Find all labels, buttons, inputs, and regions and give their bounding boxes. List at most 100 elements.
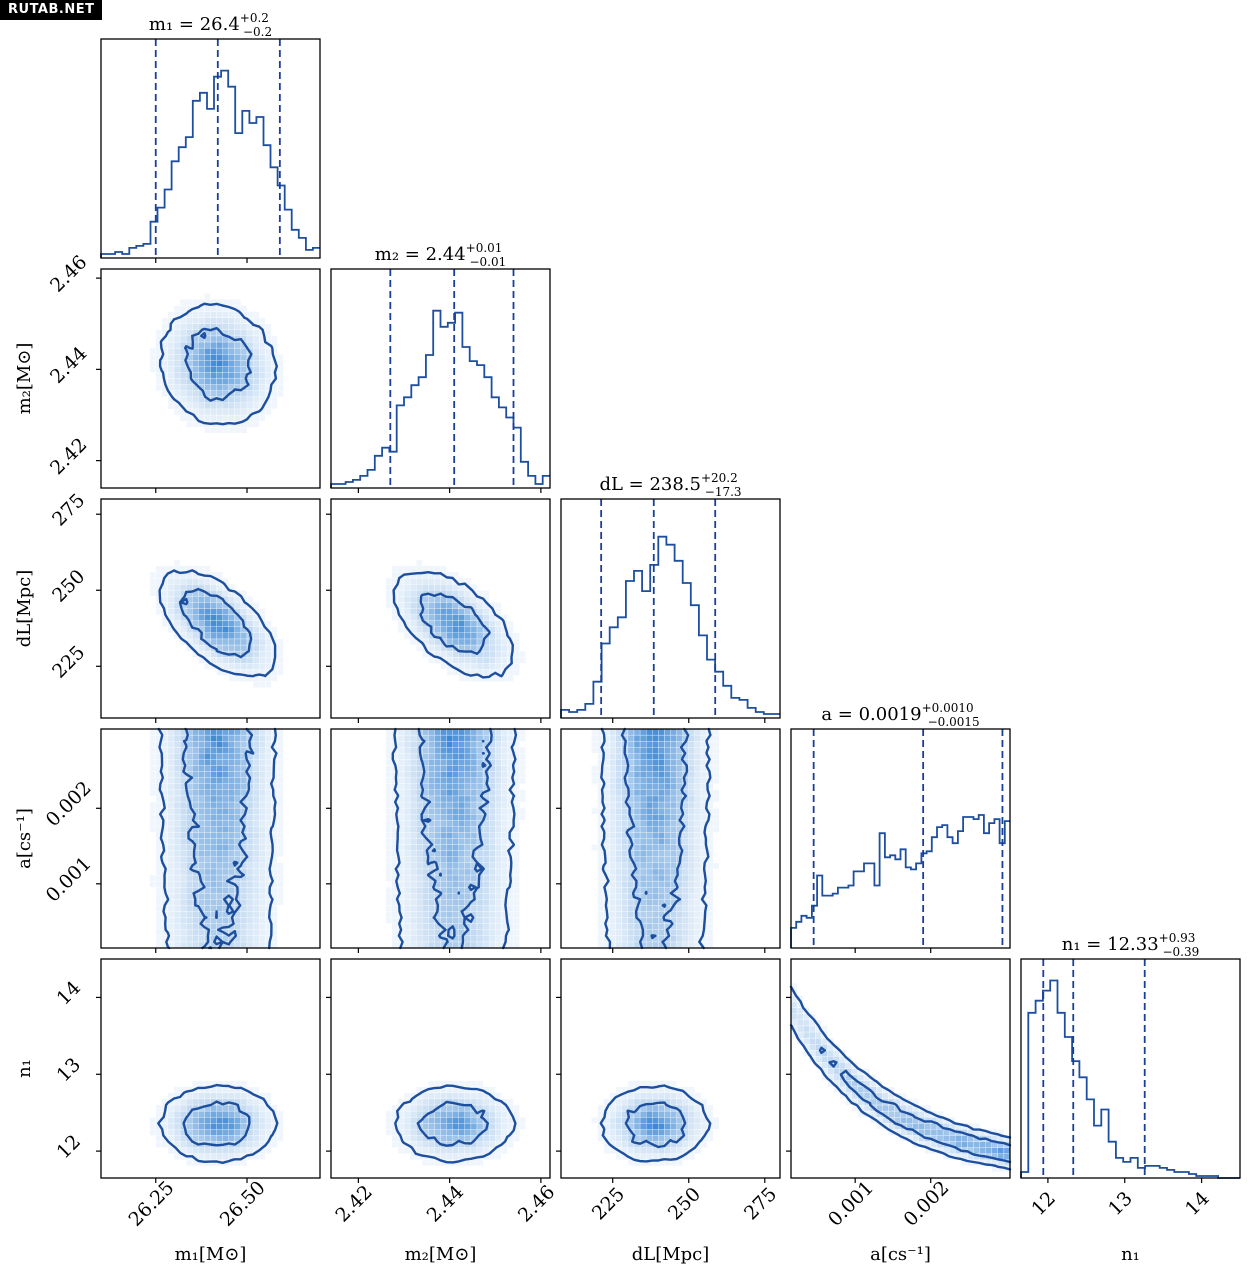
density-cell <box>210 728 217 736</box>
density-cell <box>192 638 199 646</box>
density-cell <box>452 741 459 748</box>
density-cell <box>416 929 423 936</box>
density-cell <box>470 777 478 784</box>
density-cell <box>652 753 659 760</box>
density-cell <box>385 887 392 894</box>
density-cell <box>222 844 229 851</box>
density-cell <box>706 862 714 870</box>
density-cell <box>167 789 175 797</box>
density-cell <box>434 941 441 949</box>
density-cell <box>458 1080 465 1087</box>
density-cell <box>265 408 272 416</box>
density-cell <box>409 795 417 803</box>
density-cell <box>694 783 702 790</box>
density-cell <box>615 935 622 943</box>
density-cell <box>192 923 199 930</box>
density-cell <box>464 771 472 778</box>
density-cell <box>476 734 484 742</box>
density-cell <box>513 832 520 839</box>
density-cell <box>519 771 526 778</box>
density-cell <box>210 1135 217 1142</box>
density-cell <box>440 1147 447 1154</box>
density-cell <box>682 887 689 894</box>
density-panel-m2-dL <box>326 498 551 723</box>
density-cell <box>609 734 616 742</box>
density-cell <box>452 734 459 742</box>
density-cell <box>216 584 223 591</box>
density-cell <box>489 795 496 803</box>
density-cell <box>615 807 622 815</box>
density-cell <box>434 602 441 609</box>
density-cell <box>259 372 266 379</box>
density-cell <box>482 929 490 936</box>
density-cell <box>186 317 193 324</box>
density-cell <box>409 887 417 894</box>
density-cell <box>216 820 223 827</box>
density-cell <box>428 1129 435 1136</box>
density-cell <box>646 856 653 863</box>
density-cell <box>252 905 260 912</box>
density-cell <box>228 402 235 410</box>
density-cell <box>228 620 235 627</box>
density-cell <box>458 789 465 797</box>
density-cell <box>397 584 405 591</box>
density-cell <box>198 935 205 943</box>
density-cell <box>210 632 217 640</box>
density-cell <box>259 789 266 797</box>
density-cell <box>385 577 392 585</box>
density-cell <box>186 1123 193 1130</box>
density-cell <box>664 777 671 784</box>
density-cell <box>222 741 229 748</box>
density-cell <box>495 1135 502 1142</box>
density-cell <box>234 596 242 603</box>
density-cell <box>440 789 447 797</box>
density-cell <box>403 1135 411 1142</box>
density-cell <box>615 741 622 748</box>
density-cell <box>434 771 441 778</box>
density-cell <box>246 335 254 343</box>
density-cell <box>803 1019 810 1027</box>
density-cell <box>658 868 665 876</box>
density-cell <box>204 753 211 760</box>
density-cell <box>240 1117 248 1124</box>
density-cell <box>234 826 242 833</box>
density-cell <box>149 826 156 833</box>
density-cell <box>216 728 223 736</box>
density-cell <box>452 814 459 821</box>
density-cell <box>259 1135 266 1142</box>
density-cell <box>234 753 242 760</box>
density-cell <box>652 777 659 784</box>
density-cell <box>658 765 665 772</box>
density-cell <box>464 850 472 857</box>
density-cell <box>639 820 647 827</box>
density-cell <box>416 1135 423 1142</box>
histogram-title: m₂ = 2.44+0.01 −0.01 <box>375 241 506 269</box>
density-cell <box>155 801 162 809</box>
density-cell <box>403 565 411 573</box>
density-cell <box>259 378 266 385</box>
density-cell <box>639 1092 647 1100</box>
density-cell <box>688 801 695 809</box>
density-cell <box>416 801 423 809</box>
density-cell <box>609 862 616 870</box>
density-cell <box>452 1092 459 1100</box>
density-cell <box>167 372 175 379</box>
density-cell <box>416 1104 423 1112</box>
density-cell <box>440 844 447 851</box>
density-cell <box>639 1110 647 1118</box>
density-cell <box>198 747 205 754</box>
density-cell <box>513 669 520 676</box>
density-cell <box>252 826 260 833</box>
density-cell <box>277 1123 284 1130</box>
density-cell <box>658 893 665 900</box>
density-cell <box>513 850 520 857</box>
density-cell <box>228 771 235 778</box>
density-cell <box>228 795 235 803</box>
density-cell <box>664 862 671 870</box>
density-cell <box>833 1068 840 1075</box>
density-cell <box>495 795 502 803</box>
density-cell <box>646 1092 653 1100</box>
density-cell <box>712 820 720 827</box>
density-cell <box>900 1129 907 1136</box>
density-cell <box>234 759 242 766</box>
